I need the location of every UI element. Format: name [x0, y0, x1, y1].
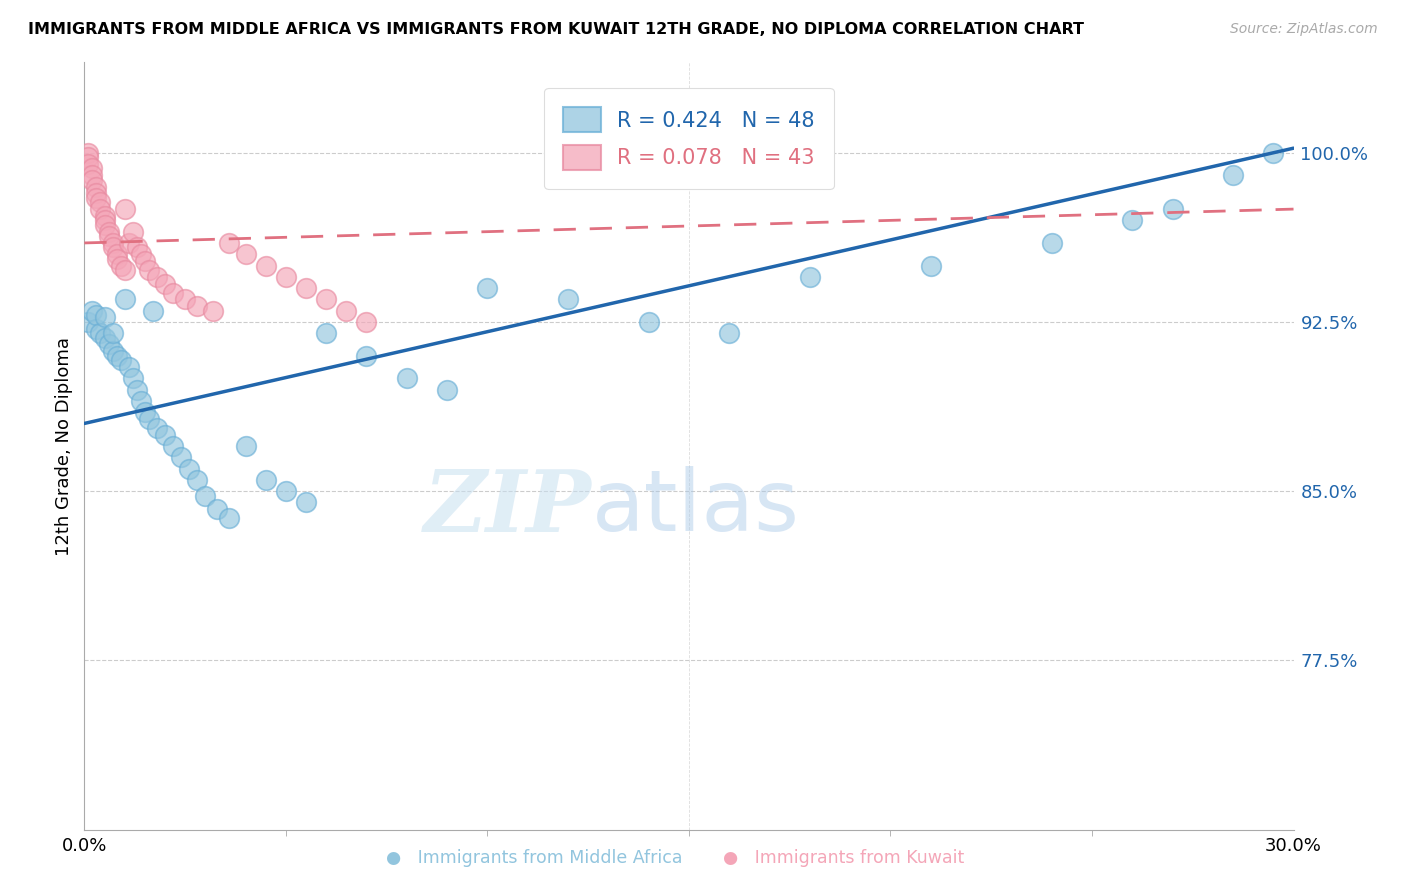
Point [254, 259, 277, 273]
Point [86, 308, 108, 322]
Point [153, 277, 176, 291]
Point [121, 225, 143, 239]
Point [114, 202, 136, 216]
Point [295, 281, 318, 295]
Text: IMMIGRANTS FROM MIDDLE AFRICA VS IMMIGRANTS FROM KUWAIT 12TH GRADE, NO DIPLOMA C: IMMIGRANTS FROM MIDDLE AFRICA VS IMMIGRA… [28, 22, 1084, 37]
Point [93, 209, 115, 223]
Point [138, 263, 160, 277]
Point [97, 225, 120, 239]
Point [77, 315, 100, 329]
Point [82, 161, 104, 176]
Point [86, 191, 108, 205]
Point [86, 186, 108, 201]
Point [637, 315, 659, 329]
Point [920, 259, 942, 273]
Text: ZIP: ZIP [425, 466, 592, 549]
Point [101, 240, 124, 254]
Point [89, 326, 111, 341]
Point [557, 293, 579, 307]
Point [395, 371, 418, 385]
Point [335, 303, 357, 318]
Point [235, 247, 257, 261]
Point [1121, 213, 1143, 227]
Point [114, 293, 136, 307]
Point [97, 229, 120, 244]
Point [235, 439, 257, 453]
Point [146, 269, 169, 284]
Point [1161, 202, 1184, 216]
Point [162, 439, 184, 453]
Point [218, 235, 240, 250]
Point [89, 195, 111, 210]
Point [436, 383, 458, 397]
Point [97, 337, 120, 351]
Point [718, 326, 741, 341]
Point [77, 150, 100, 164]
Point [174, 293, 197, 307]
Point [105, 349, 128, 363]
Point [295, 495, 318, 509]
Point [194, 489, 217, 503]
Point [82, 168, 104, 182]
Point [82, 303, 104, 318]
Point [129, 247, 152, 261]
Point [114, 263, 136, 277]
Point [121, 371, 143, 385]
Point [477, 281, 499, 295]
Point [218, 511, 240, 525]
Point [170, 450, 193, 465]
Point [101, 235, 124, 250]
Point [179, 461, 201, 475]
Point [315, 293, 337, 307]
Point [134, 254, 156, 268]
Point [93, 310, 115, 325]
Point [146, 421, 169, 435]
Legend: R = 0.424   N = 48, R = 0.078   N = 43: R = 0.424 N = 48, R = 0.078 N = 43 [544, 88, 834, 189]
Text: atlas: atlas [592, 466, 800, 549]
Point [86, 321, 108, 335]
Point [186, 299, 208, 313]
Point [134, 405, 156, 419]
Point [93, 218, 115, 232]
Point [142, 303, 165, 318]
Point [101, 326, 124, 341]
Point [138, 412, 160, 426]
Point [93, 213, 115, 227]
Point [82, 173, 104, 187]
Point [1040, 235, 1063, 250]
Point [186, 473, 208, 487]
Point [274, 269, 297, 284]
Point [86, 179, 108, 194]
Point [207, 502, 229, 516]
Point [1263, 145, 1285, 160]
Point [274, 484, 297, 499]
Point [162, 285, 184, 300]
Point [254, 473, 277, 487]
Point [356, 349, 378, 363]
Point [129, 393, 152, 408]
Point [110, 259, 132, 273]
Point [125, 383, 148, 397]
Y-axis label: 12th Grade, No Diploma: 12th Grade, No Diploma [55, 336, 73, 556]
Point [202, 303, 225, 318]
Point [101, 344, 124, 359]
Point [356, 315, 378, 329]
Point [125, 240, 148, 254]
Point [105, 252, 128, 266]
Point [89, 202, 111, 216]
Point [315, 326, 337, 341]
Point [105, 247, 128, 261]
Point [77, 145, 100, 160]
Text: Source: ZipAtlas.com: Source: ZipAtlas.com [1230, 22, 1378, 37]
Point [118, 235, 141, 250]
Text: ●   Immigrants from Middle Africa: ● Immigrants from Middle Africa [387, 849, 682, 867]
Point [77, 157, 100, 171]
Point [153, 427, 176, 442]
Point [799, 269, 821, 284]
Point [1222, 168, 1244, 182]
Point [110, 353, 132, 368]
Text: ●   Immigrants from Kuwait: ● Immigrants from Kuwait [723, 849, 965, 867]
Point [118, 359, 141, 374]
Point [93, 331, 115, 345]
